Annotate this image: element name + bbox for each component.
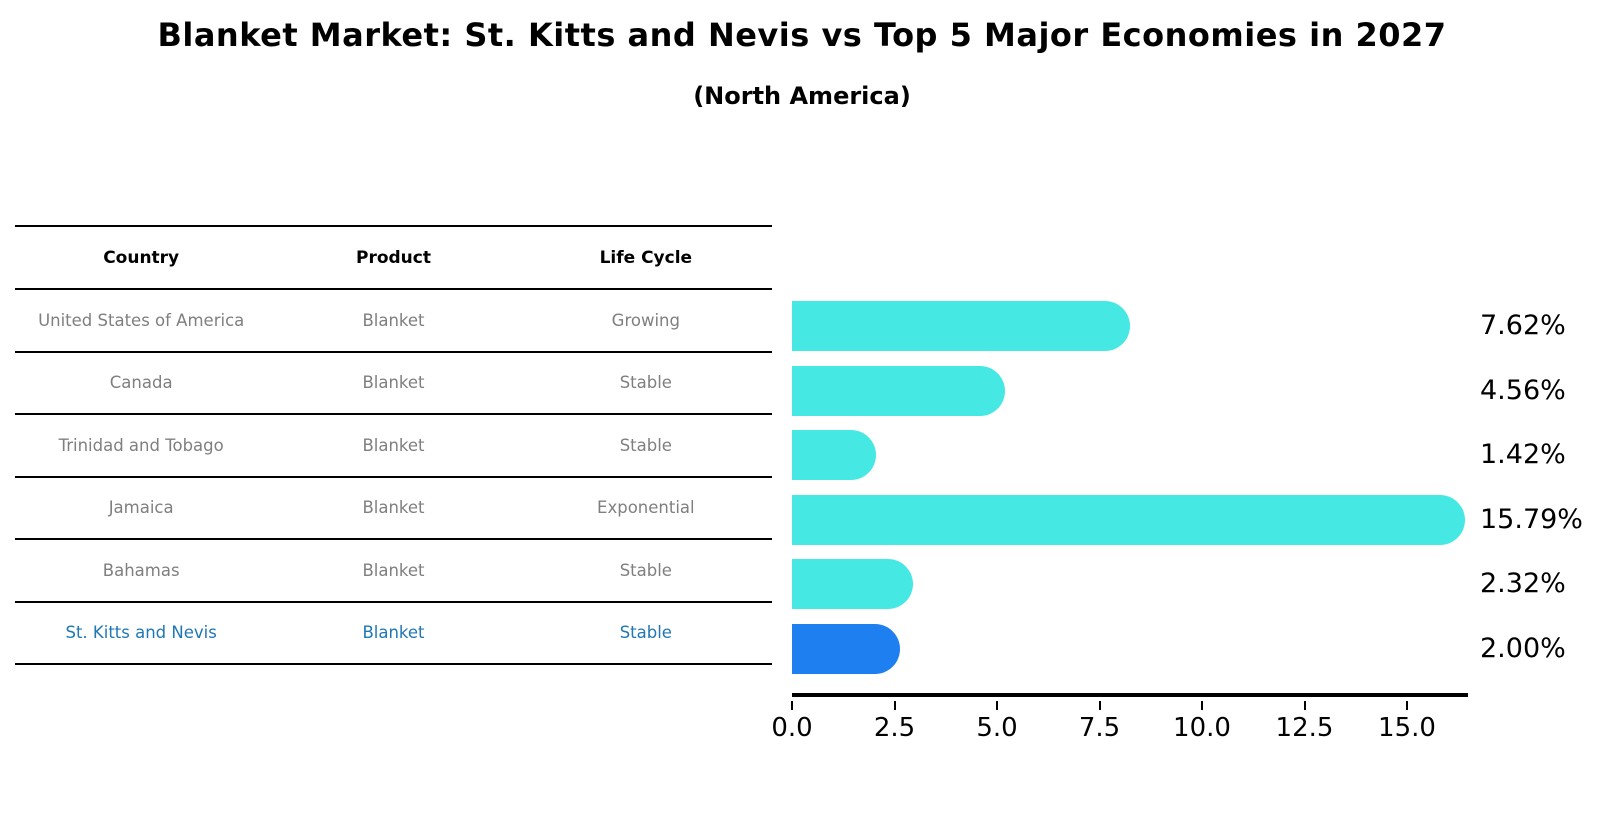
table-cell-product: Blanket [362,498,425,518]
x-axis-tick [1406,701,1408,710]
table-cell-product: Blanket [362,373,425,393]
x-axis: 0.0 2.5 5.0 7.5 10.0 12.5 15.0 [771,701,1468,761]
table-cell-life-cycle: Stable [619,623,672,643]
table-cell-country: Bahamas [102,560,180,580]
table-header-row: Country Product Life Cycle [15,227,772,290]
table-cell-country: St. Kitts and Nevis [65,623,217,643]
table-row: Canada Blanket Stable [15,353,772,415]
table-cell-country: Trinidad and Tobago [58,435,224,455]
table-cell-country: United States of America [38,310,245,330]
x-axis-tick-label: 2.5 [873,713,916,743]
table-cell-life-cycle: Stable [619,373,672,393]
bar-trinidad-and-tobago [792,430,877,480]
bar-value-label: 1.42% [1480,439,1566,470]
bar-bahamas [792,559,914,609]
bar-value-labels: 7.62% 4.56% 1.42% 15.79% 2.32% 2.00% [1480,0,1604,823]
bar-value-label: 2.00% [1480,632,1566,664]
x-axis-tick-label: 7.5 [1078,713,1121,743]
table-cell-product: Blanket [362,623,425,643]
table-cell-life-cycle: Growing [611,310,680,330]
x-axis-tick [1201,701,1203,710]
bar-chart-plot-area [792,292,1468,697]
table-cell-product: Blanket [362,560,425,580]
x-axis-tick-label: 15.0 [1378,713,1436,743]
x-axis-tick [1303,701,1306,710]
table-cell-life-cycle: Stable [619,435,672,455]
table-cell-life-cycle: Exponential [597,498,695,518]
table-row: Jamaica Blanket Exponential [15,478,772,540]
bar-value-label: 4.56% [1480,374,1566,406]
bar-value-label: 15.79% [1480,503,1583,535]
bar-value-label: 7.62% [1480,310,1566,341]
table-row: Bahamas Blanket Stable [15,540,772,603]
chart-subtitle: (North America) [693,82,911,110]
x-axis-tick-label: 12.5 [1275,713,1334,743]
table-row: United States of America Blanket Growing [15,290,772,353]
x-axis-tick-label: 5.0 [976,713,1018,743]
table-cell-product: Blanket [362,310,425,330]
x-axis-tick-label: 10.0 [1173,713,1231,743]
x-axis-tick-label: 0.0 [771,713,813,743]
bar-st-kitts-and-nevis [792,623,900,674]
bar-united-states-of-america [792,301,1131,351]
x-axis-tick [791,701,793,710]
bar-value-label: 2.32% [1480,568,1566,599]
table-row: Trinidad and Tobago Blanket Stable [15,415,772,478]
economies-table: Country Product Life Cycle United States… [15,225,772,665]
table-body: United States of America Blanket Growing… [15,290,772,665]
x-axis-tick [893,701,896,710]
table-row: St. Kitts and Nevis Blanket Stable [15,603,772,665]
column-header-country: Country [103,247,180,268]
bar-jamaica [792,494,1466,545]
column-header-product: Product [355,247,431,268]
bar-canada [792,365,1005,416]
column-header-life-cycle: Life Cycle [599,247,693,268]
table-cell-life-cycle: Stable [619,560,672,580]
x-axis-tick [996,701,998,710]
chart-title: Blanket Market: St. Kitts and Nevis vs T… [157,16,1447,54]
table-cell-product: Blanket [362,435,425,455]
table-cell-country: Canada [109,373,173,393]
table-cell-country: Jamaica [108,498,174,518]
x-axis-tick [1098,701,1101,710]
